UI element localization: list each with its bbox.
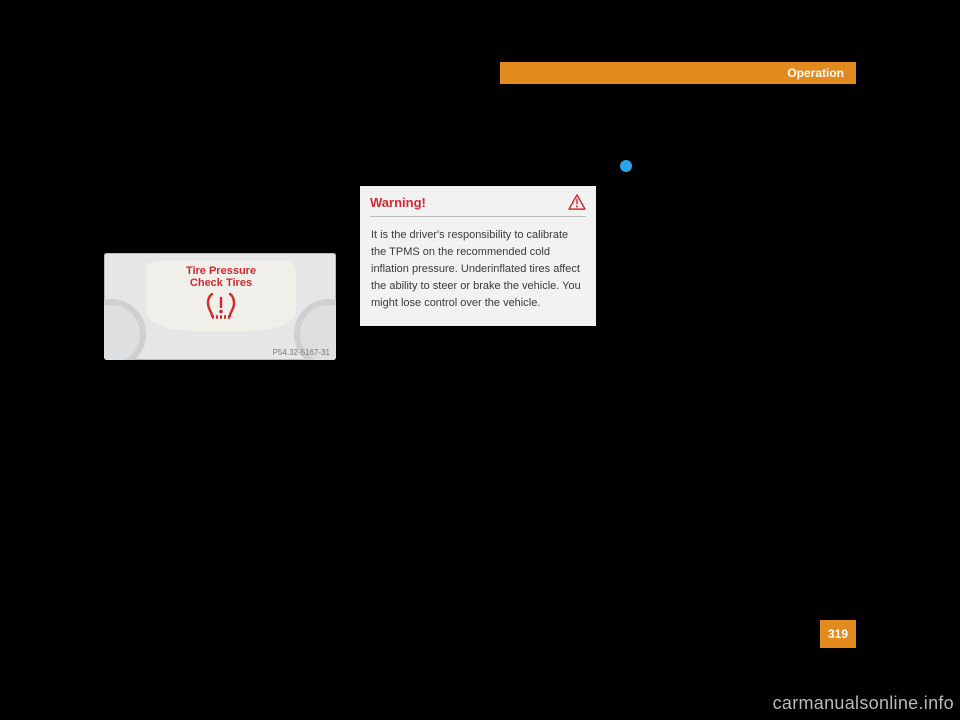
warning-triangle-icon <box>568 194 586 210</box>
page-number-badge: 319 <box>820 620 856 648</box>
cluster-display: Tire Pressure Check Tires <box>146 261 296 331</box>
warning-body: It is the driver's responsibility to cal… <box>360 217 596 326</box>
watermark: carmanualsonline.info <box>773 693 954 714</box>
section-header: Operation <box>500 62 856 84</box>
warning-box: Warning! It is the driver's responsibili… <box>360 186 596 326</box>
page-number: 319 <box>828 627 848 641</box>
tpms-warning-icon <box>204 291 238 319</box>
manual-page: Operation Tire Pressure Check Tires <box>0 0 960 720</box>
cluster-line-1: Tire Pressure <box>186 265 256 277</box>
cluster-line-2: Check Tires <box>190 277 252 289</box>
section-title: Operation <box>787 66 844 80</box>
illustration-code: P54.32-5167-31 <box>273 348 330 357</box>
list-bullet-icon <box>620 160 632 172</box>
dashboard-illustration: Tire Pressure Check Tires P54.32-5167- <box>104 253 336 360</box>
warning-header: Warning! <box>360 186 596 216</box>
gauge-left-icon <box>104 299 146 360</box>
warning-title: Warning! <box>370 195 426 210</box>
